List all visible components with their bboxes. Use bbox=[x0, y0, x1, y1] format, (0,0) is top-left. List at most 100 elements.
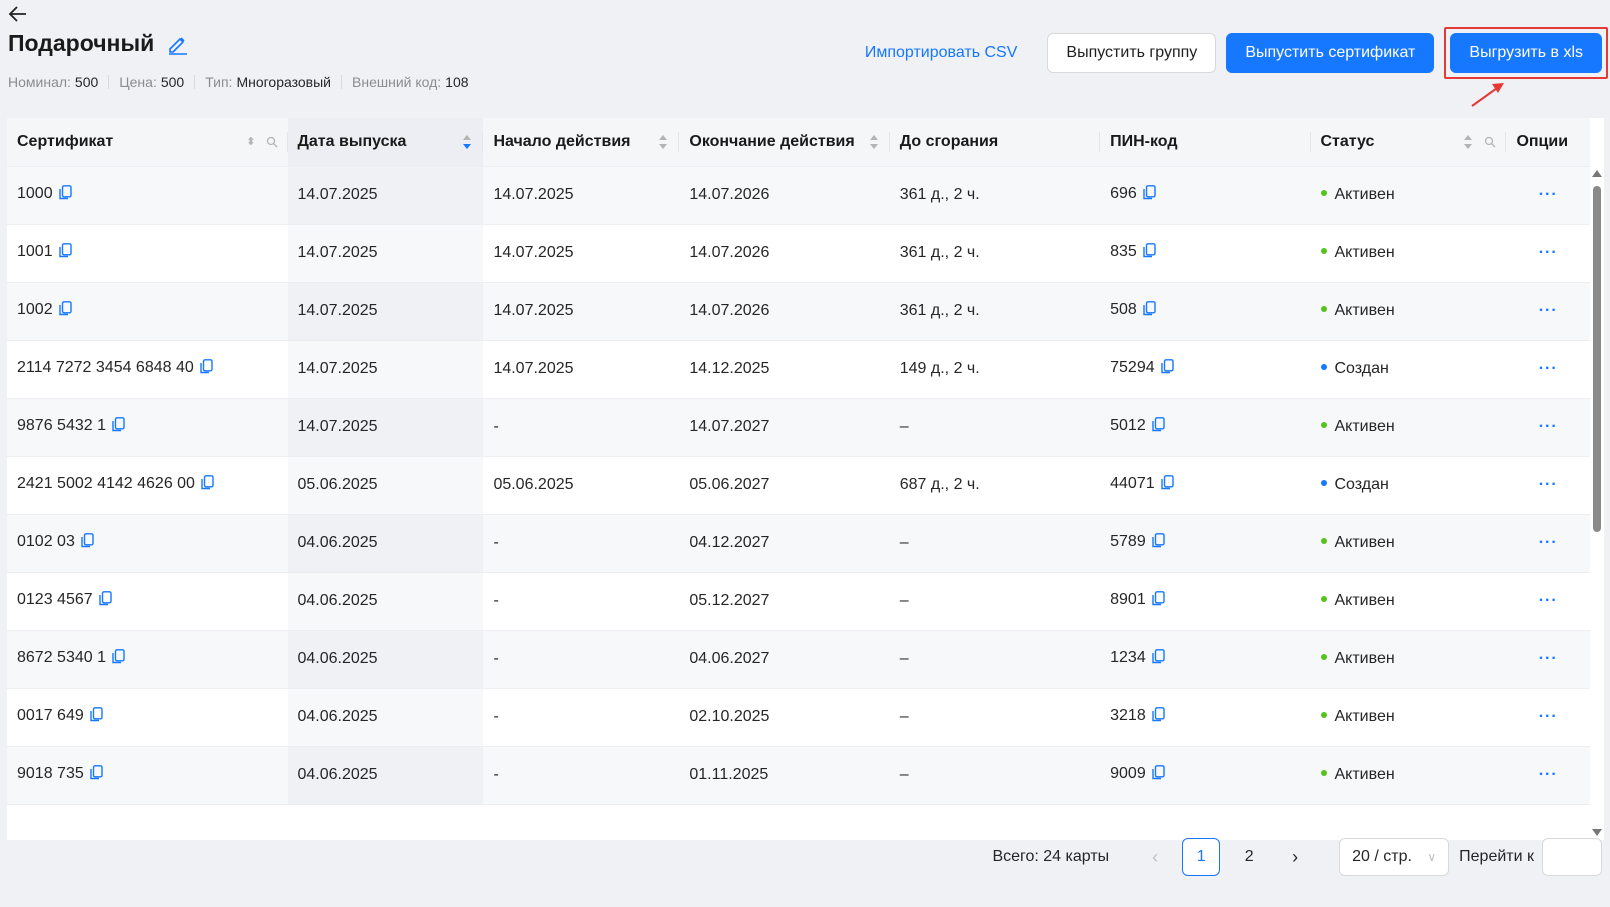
status-badge: Активен bbox=[1334, 650, 1395, 667]
cell-pin: 44071 bbox=[1100, 456, 1311, 515]
copy-icon[interactable] bbox=[90, 765, 103, 785]
search-icon[interactable] bbox=[1484, 136, 1496, 148]
copy-icon[interactable] bbox=[1152, 533, 1165, 553]
goto-page-input[interactable] bbox=[1542, 838, 1602, 876]
copy-icon[interactable] bbox=[98, 591, 112, 611]
cell-end-date: 14.07.2026 bbox=[679, 224, 890, 283]
pin-code: 9009 bbox=[1110, 765, 1146, 782]
back-arrow-icon[interactable] bbox=[8, 4, 28, 28]
copy-icon[interactable] bbox=[58, 243, 72, 263]
issue-certificate-button[interactable]: Выпустить сертификат bbox=[1226, 33, 1435, 73]
row-options-button[interactable]: ··· bbox=[1506, 340, 1590, 399]
column-divider bbox=[1505, 132, 1507, 152]
certificate-meta: Номинал: 500 Цена: 500 Тип: Многоразовый… bbox=[8, 74, 469, 90]
certificate-number: 0017 649 bbox=[17, 707, 84, 724]
copy-icon[interactable] bbox=[1143, 301, 1156, 321]
search-icon[interactable] bbox=[266, 136, 278, 148]
sort-icon[interactable]: ⬍ bbox=[246, 136, 256, 149]
pin-code: 835 bbox=[1110, 243, 1137, 260]
copy-icon[interactable] bbox=[1143, 185, 1156, 205]
next-page-icon[interactable]: › bbox=[1292, 846, 1299, 867]
sort-icon[interactable] bbox=[657, 133, 669, 151]
copy-icon[interactable] bbox=[1152, 649, 1165, 669]
certificate-number: 1000 bbox=[17, 185, 53, 202]
status-dot-icon bbox=[1320, 538, 1327, 544]
pin-code: 1234 bbox=[1110, 649, 1146, 666]
issue-group-button[interactable]: Выпустить группу bbox=[1047, 33, 1217, 73]
copy-icon[interactable] bbox=[112, 649, 125, 669]
column-header-certificate[interactable]: Сертификат ⬍ bbox=[7, 118, 288, 167]
cell-end-date: 04.06.2027 bbox=[679, 630, 890, 689]
row-options-button[interactable]: ··· bbox=[1506, 166, 1590, 225]
cell-issue-date: 04.06.2025 bbox=[287, 630, 484, 689]
page-size-select[interactable]: 20 / стр. ∨ bbox=[1339, 838, 1450, 876]
pin-code: 5789 bbox=[1110, 533, 1146, 550]
import-csv-button[interactable]: Импортировать CSV bbox=[864, 44, 1018, 61]
page-2-button[interactable]: 2 bbox=[1244, 848, 1254, 865]
row-options-button[interactable]: ··· bbox=[1506, 514, 1590, 573]
copy-icon[interactable] bbox=[81, 533, 94, 553]
cell-time-left: – bbox=[889, 398, 1101, 457]
copy-icon[interactable] bbox=[58, 185, 72, 205]
cell-pin: 835 bbox=[1100, 224, 1311, 283]
column-header-start-date[interactable]: Начало действия bbox=[483, 118, 680, 167]
copy-icon[interactable] bbox=[1160, 359, 1174, 379]
table-row: 2114 7272 3454 6848 40 14.07.2025 14.07.20… bbox=[7, 340, 1590, 399]
column-header-end-date[interactable]: Окончание действия bbox=[679, 118, 890, 167]
cell-certificate: 1000 bbox=[7, 166, 288, 225]
row-options-button[interactable]: ··· bbox=[1506, 746, 1590, 805]
certificate-number: 9018 735 bbox=[17, 765, 84, 782]
cell-status: Активен bbox=[1310, 688, 1507, 747]
row-options-button[interactable]: ··· bbox=[1506, 398, 1590, 457]
copy-icon[interactable] bbox=[90, 707, 103, 727]
page-1-button[interactable]: 1 bbox=[1182, 838, 1221, 876]
meta-label: Цена: bbox=[119, 74, 157, 90]
copy-icon[interactable] bbox=[112, 417, 125, 437]
copy-icon[interactable] bbox=[1152, 417, 1165, 437]
scroll-down-icon[interactable] bbox=[1592, 829, 1602, 836]
export-xls-button[interactable]: Выгрузить в xls bbox=[1450, 33, 1602, 73]
row-options-button[interactable]: ··· bbox=[1506, 456, 1590, 515]
certificate-number: 8672 5340 1 bbox=[17, 649, 106, 666]
certificate-number: 9876 5432 1 bbox=[17, 417, 106, 434]
cell-status: Создан bbox=[1310, 456, 1507, 515]
cell-issue-date: 04.06.2025 bbox=[287, 572, 484, 631]
scrollbar-thumb[interactable] bbox=[1593, 186, 1601, 532]
sort-icon[interactable] bbox=[868, 133, 880, 151]
copy-icon[interactable] bbox=[201, 475, 214, 495]
cell-start-date: - bbox=[483, 746, 680, 805]
cell-issue-date: 14.07.2025 bbox=[287, 282, 484, 341]
copy-icon[interactable] bbox=[1152, 765, 1165, 785]
sort-icon[interactable] bbox=[1462, 133, 1474, 151]
cell-start-date: 14.07.2025 bbox=[483, 282, 680, 341]
table-header: Сертификат ⬍ Дата выпуска Начало действи… bbox=[7, 118, 1590, 167]
status-badge: Активен bbox=[1334, 708, 1395, 725]
sort-desc-icon[interactable] bbox=[461, 133, 473, 151]
prev-page-icon[interactable]: ‹ bbox=[1152, 846, 1159, 867]
copy-icon[interactable] bbox=[58, 301, 72, 321]
column-header-issue-date[interactable]: Дата выпуска bbox=[287, 118, 484, 167]
status-badge: Активен bbox=[1334, 302, 1395, 319]
column-divider bbox=[286, 132, 288, 152]
pencil-icon[interactable] bbox=[166, 32, 190, 56]
cell-certificate: 9018 735 bbox=[7, 746, 288, 805]
column-header-options: Опции bbox=[1506, 118, 1590, 167]
row-options-button[interactable]: ··· bbox=[1506, 572, 1590, 631]
row-options-button[interactable]: ··· bbox=[1506, 688, 1590, 747]
row-options-button[interactable]: ··· bbox=[1506, 282, 1590, 341]
column-header-status[interactable]: Статус bbox=[1310, 118, 1507, 167]
cell-status: Создан bbox=[1310, 340, 1507, 399]
row-options-button[interactable]: ··· bbox=[1506, 630, 1590, 689]
copy-icon[interactable] bbox=[1152, 707, 1165, 727]
cell-time-left: 149 д., 2 ч. bbox=[889, 340, 1101, 399]
cell-status: Активен bbox=[1310, 514, 1507, 573]
scroll-up-icon[interactable] bbox=[1592, 170, 1602, 177]
copy-icon[interactable] bbox=[1160, 475, 1174, 495]
column-header-label: ПИН-код bbox=[1110, 132, 1178, 150]
copy-icon[interactable] bbox=[200, 359, 213, 379]
copy-icon[interactable] bbox=[1152, 591, 1165, 611]
status-dot-icon bbox=[1320, 248, 1327, 254]
copy-icon[interactable] bbox=[1143, 243, 1156, 263]
vertical-scrollbar[interactable] bbox=[1590, 166, 1604, 840]
row-options-button[interactable]: ··· bbox=[1506, 224, 1590, 283]
